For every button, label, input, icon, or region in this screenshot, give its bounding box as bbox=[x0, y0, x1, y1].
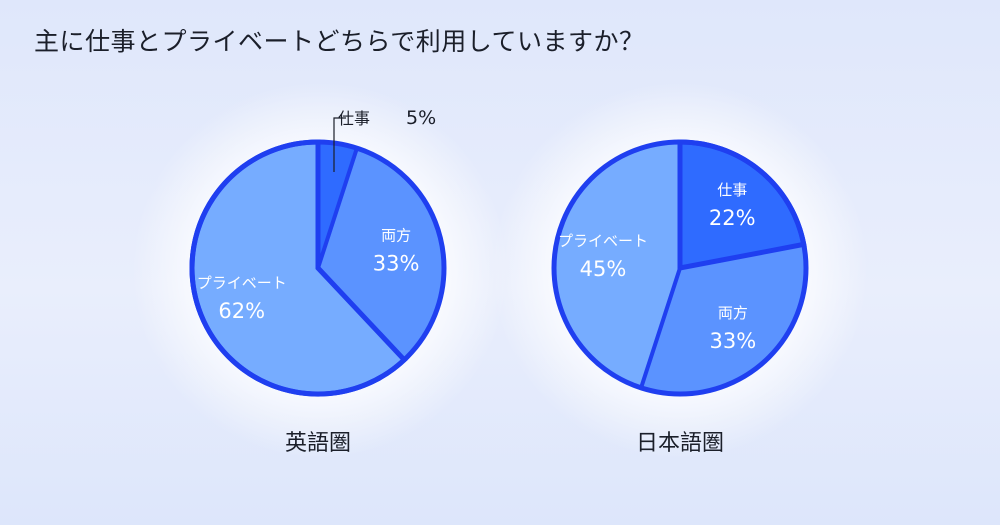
slice-label: プライベート bbox=[558, 232, 648, 250]
pie-title: 英語圏 bbox=[285, 431, 351, 456]
pie-slice-1 bbox=[318, 148, 444, 360]
pie-slice-1 bbox=[641, 244, 806, 394]
pie-chart-japanese: 仕事 22% 両方 33% プライベート 45% 日本語圏 bbox=[551, 139, 809, 456]
pie-slice-2 bbox=[553, 142, 680, 388]
pie-divider-1 bbox=[316, 147, 359, 269]
pie-slice-2 bbox=[191, 142, 405, 394]
chart-title: 主に仕事とプライベートどちらで利用していますか？ bbox=[34, 27, 645, 56]
slice-value: 45% bbox=[580, 257, 627, 281]
slice-label: 両方 bbox=[381, 227, 411, 245]
slice-value: 62% bbox=[218, 299, 265, 323]
slice-label: 仕事 bbox=[717, 181, 747, 199]
slice-value: 33% bbox=[373, 252, 420, 276]
slice-label: 仕事 bbox=[338, 109, 370, 128]
pie-divider-2 bbox=[316, 266, 406, 362]
slice-label: プライベート bbox=[197, 274, 287, 292]
pie-title: 日本語圏 bbox=[636, 431, 724, 456]
slice-value: 5% bbox=[406, 107, 436, 129]
slice-value: 33% bbox=[710, 329, 757, 353]
slice-label: 両方 bbox=[718, 304, 748, 322]
pie-divider-2 bbox=[639, 267, 682, 389]
pie-chart-english: 仕事 5% 両方 33% プライベート 62% 英語圏 bbox=[189, 107, 447, 456]
slice-value: 22% bbox=[709, 206, 756, 230]
callout-leader bbox=[333, 117, 346, 172]
pie-divider-1 bbox=[679, 242, 805, 270]
pie-slice-0 bbox=[680, 142, 804, 268]
